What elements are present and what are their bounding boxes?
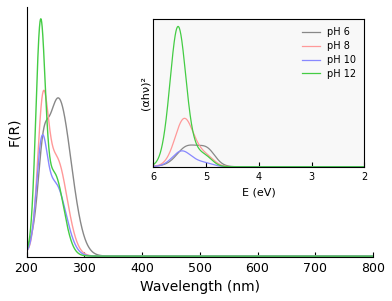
X-axis label: Wavelength (nm): Wavelength (nm) <box>140 280 260 294</box>
Y-axis label: F(R): F(R) <box>7 118 21 146</box>
X-axis label: E (eV): E (eV) <box>242 187 276 197</box>
Legend: pH 6, pH 8, pH 10, pH 12: pH 6, pH 8, pH 10, pH 12 <box>299 24 359 82</box>
Y-axis label: (αhν)²: (αhν)² <box>140 76 150 110</box>
